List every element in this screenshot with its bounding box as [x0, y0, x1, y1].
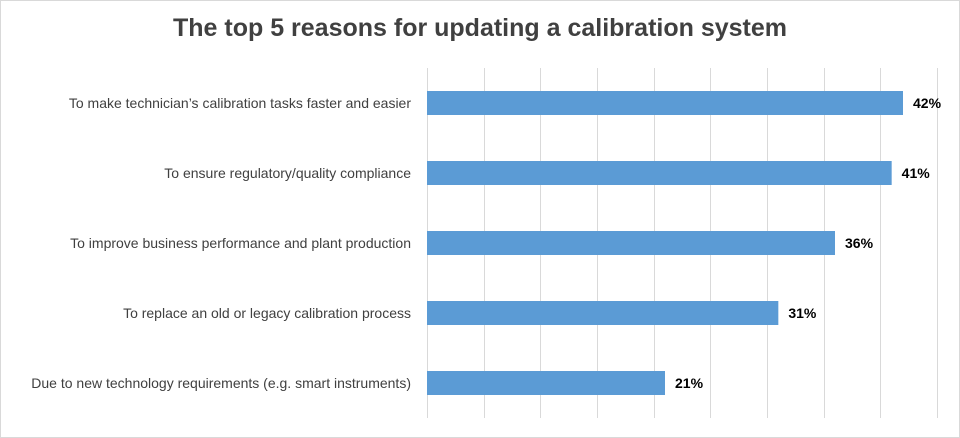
bar — [427, 161, 892, 185]
value-label: 31% — [788, 305, 817, 321]
category-label: To replace an old or legacy calibration … — [123, 305, 411, 321]
bar — [427, 371, 665, 395]
bar — [427, 231, 835, 255]
value-label: 42% — [913, 95, 942, 111]
value-label: 36% — [845, 235, 874, 251]
category-label: To improve business performance and plan… — [70, 235, 411, 251]
bar — [427, 301, 779, 325]
category-label: Due to new technology requirements (e.g.… — [31, 375, 411, 391]
category-label: To ensure regulatory/quality compliance — [164, 165, 411, 181]
value-label: 41% — [902, 165, 931, 181]
category-label: To make technician’s calibration tasks f… — [69, 95, 411, 111]
bar — [427, 91, 903, 115]
value-label: 21% — [675, 375, 704, 391]
value-labels: 42% 41% 36% 31% 21% — [675, 95, 942, 391]
chart-title: The top 5 reasons for updating a calibra… — [172, 14, 787, 42]
bars — [427, 91, 903, 395]
category-labels: To make technician’s calibration tasks f… — [31, 95, 411, 391]
